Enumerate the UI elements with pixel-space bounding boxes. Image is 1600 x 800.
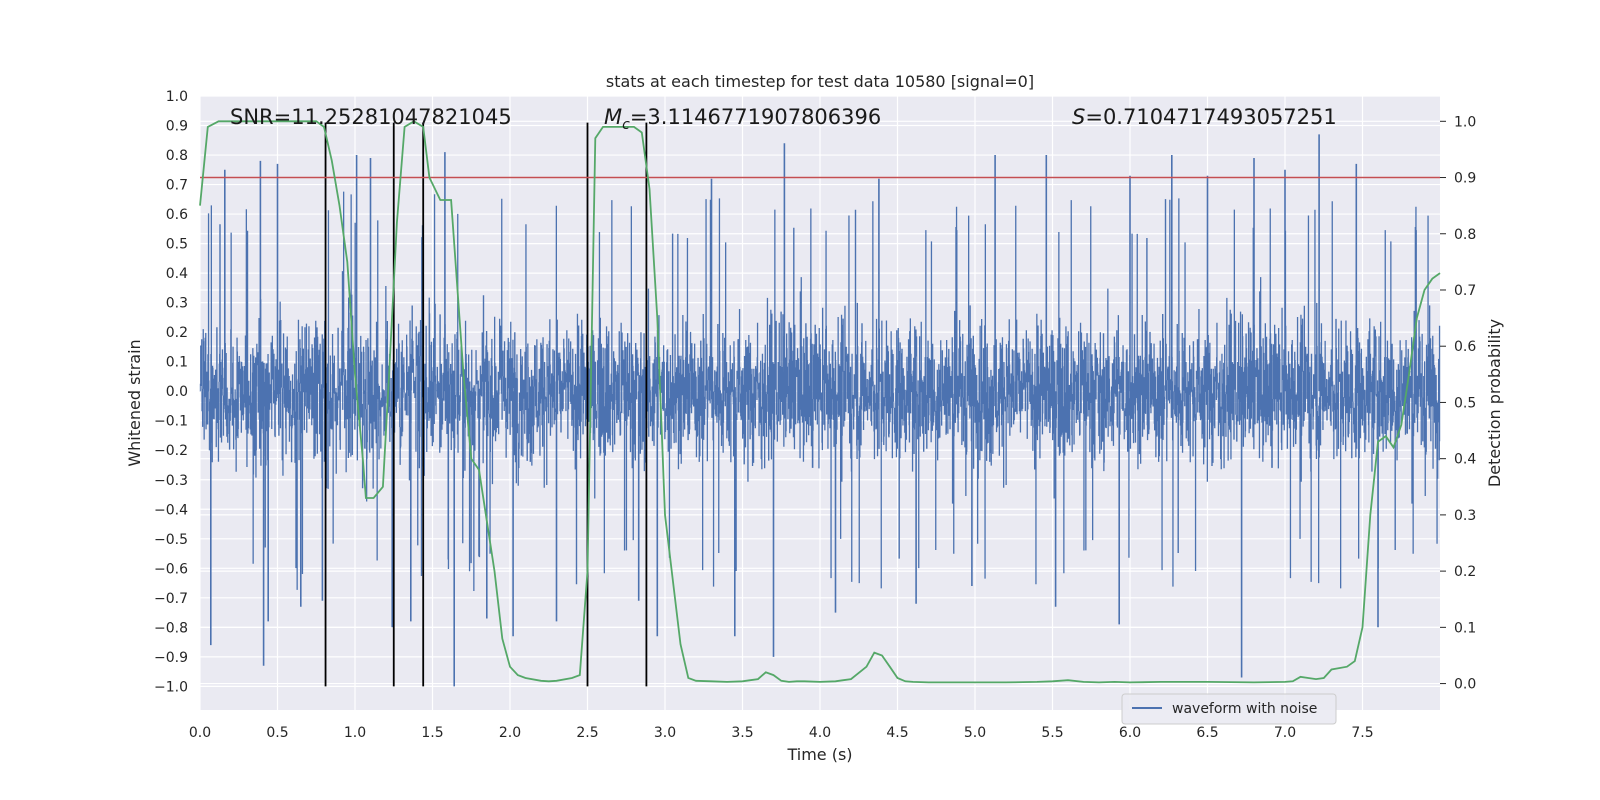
s-annotation: S=0.7104717493057251: [1072, 105, 1337, 129]
legend-entry-waveform: waveform with noise: [1172, 701, 1317, 717]
x-tick-label: 1.5: [421, 725, 443, 741]
left-tick-label: 0.9: [166, 119, 188, 135]
right-tick-label: 0.7: [1454, 283, 1476, 299]
x-tick-label: 4.5: [886, 725, 908, 741]
left-axis-ticks: 1.0 0.9 0.8 0.7 0.6 0.5 0.4 0.3 0.2 0.1 0.0 −0.1 −0.…: [154, 89, 188, 695]
x-tick-label: 2.0: [499, 725, 521, 741]
vertical-markers: [324, 122, 648, 687]
waveform-spikes-path: [210, 134, 1379, 687]
x-tick-label: 3.0: [654, 725, 676, 741]
mc-subscript: c: [622, 117, 630, 133]
left-tick-label: −0.8: [154, 620, 188, 636]
right-axis-ticks: 1.0 0.9 0.8 0.7 0.6 0.5 0.4 0.3 0.2 0.1 0.0: [1440, 114, 1476, 693]
probability-line: [199, 120, 1441, 684]
x-tick-label: 4.0: [809, 725, 831, 741]
right-tick-label: 1.0: [1454, 114, 1476, 130]
right-tick-label: 0.3: [1454, 508, 1476, 524]
legend: waveform with noise: [1121, 693, 1337, 725]
left-tick-label: 0.0: [166, 384, 188, 400]
left-tick-label: 0.2: [166, 325, 188, 341]
left-tick-label: 0.8: [166, 148, 188, 164]
legend-box: [1121, 693, 1337, 725]
left-tick-label: 0.4: [166, 266, 188, 282]
x-tick-label: 7.0: [1274, 725, 1296, 741]
left-tick-label: 0.7: [166, 178, 188, 194]
mc-value: =3.1146771907806396: [630, 105, 881, 129]
left-tick-label: −1.0: [154, 679, 188, 695]
left-tick-label: 0.3: [166, 296, 188, 312]
waveform-series: [199, 134, 1441, 687]
mc-symbol: M: [604, 105, 622, 129]
x-tick-label: 3.5: [731, 725, 753, 741]
left-tick-label: −0.1: [154, 414, 188, 430]
x-tick-label: 6.5: [1196, 725, 1218, 741]
x-tick-label: 2.5: [576, 725, 598, 741]
waveform-noise-path: [199, 191, 1441, 591]
left-tick-label: 0.1: [166, 355, 188, 371]
x-tick-label: 0.5: [266, 725, 288, 741]
x-tick-label: 7.5: [1351, 725, 1373, 741]
left-tick-label: 0.5: [166, 237, 188, 253]
left-tick-label: −0.4: [154, 502, 188, 518]
right-tick-label: 0.0: [1454, 677, 1476, 693]
right-tick-label: 0.4: [1454, 452, 1476, 468]
left-tick-label: −0.5: [154, 532, 188, 548]
right-axis-label: Detection probability: [1485, 319, 1504, 487]
left-tick-label: 0.6: [166, 207, 188, 223]
right-tick-label: 0.5: [1454, 395, 1476, 411]
x-axis-ticks: 0.0 0.5 1.0 1.5 2.0 2.5 3.0 3.5 4.0 4.5 5.0 5.5 6.0 6…: [189, 725, 1374, 741]
right-tick-label: 0.1: [1454, 620, 1476, 636]
s-value: =0.7104717493057251: [1085, 105, 1336, 129]
x-tick-label: 5.0: [964, 725, 986, 741]
left-tick-label: −0.9: [154, 650, 188, 666]
x-tick-label: 0.0: [189, 725, 211, 741]
left-axis-label: Whitened strain: [125, 339, 144, 466]
right-tick-label: 0.2: [1454, 564, 1476, 580]
left-tick-label: −0.7: [154, 591, 188, 607]
x-tick-label: 1.0: [344, 725, 366, 741]
left-tick-label: −0.2: [154, 443, 188, 459]
left-tick-label: −0.3: [154, 473, 188, 489]
s-symbol: S: [1072, 105, 1085, 129]
left-tick-label: −0.6: [154, 561, 188, 577]
x-axis-label: Time (s): [786, 745, 852, 764]
right-tick-label: 0.8: [1454, 227, 1476, 243]
left-tick-label: 1.0: [166, 89, 188, 105]
right-tick-label: 0.6: [1454, 339, 1476, 355]
chart-title: stats at each timestep for test data 105…: [606, 72, 1034, 91]
snr-annotation: SNR=11.25281047821045: [230, 105, 512, 129]
x-tick-label: 6.0: [1119, 725, 1141, 741]
x-tick-label: 5.5: [1041, 725, 1063, 741]
right-tick-label: 0.9: [1454, 171, 1476, 187]
mc-annotation: Mc=3.1146771907806396: [604, 105, 881, 133]
